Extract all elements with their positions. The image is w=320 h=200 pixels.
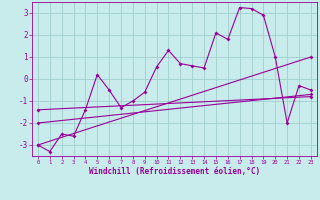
X-axis label: Windchill (Refroidissement éolien,°C): Windchill (Refroidissement éolien,°C) bbox=[89, 167, 260, 176]
